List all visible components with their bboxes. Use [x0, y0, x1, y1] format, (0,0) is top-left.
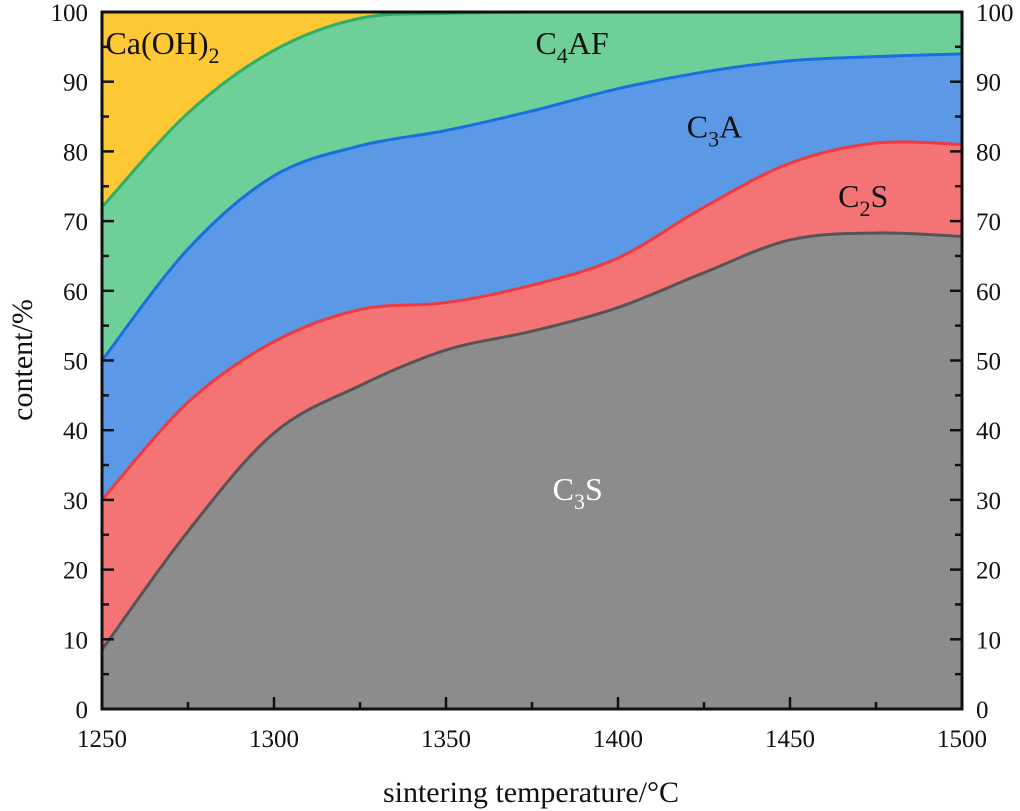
y-left-tick-label: 10 — [63, 627, 88, 654]
y-left-tick-label: 40 — [63, 418, 88, 445]
area-label-c3s: C3S — [553, 471, 603, 514]
y-right-tick-label: 70 — [976, 209, 1001, 236]
y-left-tick-label: 80 — [63, 139, 88, 166]
y-right-tick-label: 0 — [976, 697, 989, 724]
y-axis-title: content/% — [6, 299, 39, 421]
boundary-line-c2s — [100, 140, 963, 501]
y-left-tick-label: 50 — [63, 349, 88, 376]
area-labels-layer: C3S C2S C3A C4AF Ca(OH)2 — [105, 25, 888, 514]
x-axis-title: sintering temperature/°C — [383, 776, 679, 809]
y-axis-left-ticks: 0 10 20 30 40 50 60 70 80 90 100 — [51, 0, 114, 724]
area-label-c2s: C2S — [838, 178, 888, 221]
y-left-tick-label: 20 — [63, 558, 88, 585]
y-right-tick-label: 20 — [976, 558, 1001, 585]
y-right-tick-label: 60 — [976, 279, 1001, 306]
x-tick-label: 1400 — [593, 726, 643, 753]
area-c3s — [102, 232, 962, 709]
x-tick-label: 1250 — [77, 726, 127, 753]
x-tick-label: 1450 — [765, 726, 815, 753]
y-right-tick-label: 30 — [976, 488, 1001, 515]
y-right-tick-label: 100 — [976, 0, 1014, 27]
y-left-tick-label: 100 — [51, 0, 89, 27]
y-left-tick-label: 70 — [63, 209, 88, 236]
x-tick-label: 1500 — [937, 726, 987, 753]
y-left-tick-label: 60 — [63, 279, 88, 306]
y-left-tick-label: 0 — [76, 697, 89, 724]
boundary-line-c3s — [100, 231, 963, 651]
area-label-c3a: C3A — [687, 108, 742, 151]
y-left-tick-label: 30 — [63, 488, 88, 515]
x-tick-label: 1350 — [421, 726, 471, 753]
y-right-tick-label: 10 — [976, 627, 1001, 654]
y-right-tick-label: 80 — [976, 139, 1001, 166]
y-right-tick-label: 90 — [976, 70, 1001, 97]
areas-layer — [102, 12, 962, 709]
y-right-tick-label: 40 — [976, 418, 1001, 445]
x-axis-ticks: 1250 1300 1350 1400 1450 1500 — [77, 697, 987, 753]
y-axis-right-ticks: 0 10 20 30 40 50 60 70 80 90 100 — [950, 0, 1014, 724]
y-left-tick-label: 90 — [63, 70, 88, 97]
boundary-line-c3a — [100, 52, 963, 362]
area-label-ca-oh-2: Ca(OH)2 — [105, 25, 219, 68]
area-label-c4af: C4AF — [535, 25, 608, 68]
x-tick-label: 1300 — [249, 726, 299, 753]
y-right-tick-label: 50 — [976, 349, 1001, 376]
